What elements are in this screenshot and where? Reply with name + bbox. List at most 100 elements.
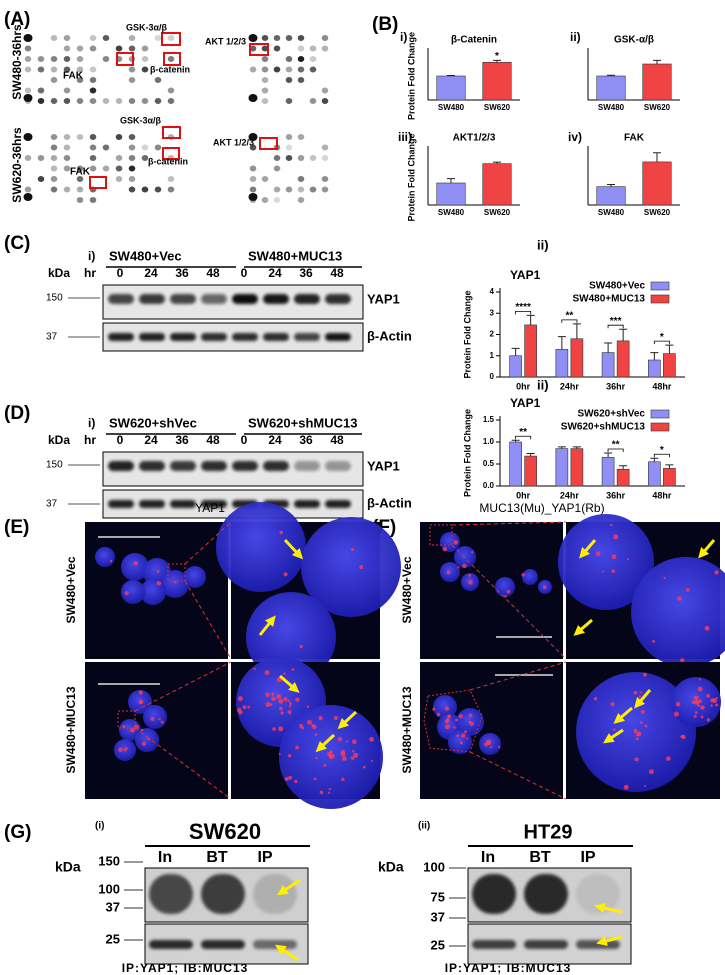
panel-title: YAP1 (195, 501, 225, 515)
array-spot (273, 186, 281, 193)
signal-dot (715, 696, 718, 699)
cell-line-label: SW620 (189, 819, 261, 844)
band (139, 333, 165, 341)
lane-label: BT (206, 849, 228, 866)
array-spot (115, 155, 123, 161)
array-spot (297, 186, 305, 193)
signal-dot (712, 698, 718, 703)
signal-dot (593, 697, 598, 701)
label: GSK-3α/β (126, 22, 168, 32)
signal-dot (242, 705, 247, 710)
signal-dot (150, 717, 155, 721)
legend-label: SW620+shMUC13 (561, 422, 646, 433)
array-spot (63, 45, 71, 52)
zoom-box (429, 524, 453, 546)
reference-spot (23, 34, 33, 42)
time-label: 24 (268, 266, 282, 280)
significance-label: * (660, 445, 664, 456)
array-spot (89, 134, 97, 140)
band-label: YAP1 (367, 458, 400, 473)
signal-dot (278, 753, 281, 756)
array-spot (309, 56, 317, 62)
error-bar (665, 344, 674, 354)
signal-dot (140, 728, 144, 732)
zoom-line (134, 661, 232, 800)
array-spot (89, 144, 97, 151)
legend-swatch (650, 281, 670, 291)
band (325, 461, 351, 471)
signal-dot (673, 711, 679, 717)
array-spot (76, 77, 84, 83)
row-label: SW620-36hrs (10, 127, 24, 203)
legend-swatch (650, 409, 670, 419)
signal-dot (633, 728, 638, 733)
array-spot (309, 45, 317, 52)
array-spot (154, 186, 162, 193)
array-spot (297, 56, 305, 62)
bar (524, 455, 537, 487)
cell-nucleus (454, 546, 476, 568)
array-spot (63, 66, 71, 73)
row-label: SW480+Vec (64, 556, 78, 623)
signal-dot (698, 678, 701, 681)
array-spot (24, 56, 32, 62)
array-spot (285, 35, 293, 41)
array-spot (63, 155, 71, 161)
legend-label: SW480+MUC13 (572, 294, 645, 305)
bar (509, 441, 522, 487)
subpanel-label: (ii) (418, 821, 430, 832)
bar (482, 62, 512, 101)
array-spot (50, 66, 58, 73)
bar (616, 468, 630, 487)
array-spot (115, 176, 123, 182)
array-spot (37, 176, 45, 182)
signal-dot (280, 701, 283, 704)
error-bar (604, 452, 613, 458)
signal-dot (700, 705, 705, 710)
time-label: 48 (206, 266, 220, 280)
band (294, 333, 320, 341)
array-spot (297, 197, 305, 203)
array-spot (24, 87, 32, 94)
signal-dot (640, 721, 643, 724)
array-spot (167, 35, 175, 41)
signal-dot (644, 724, 648, 728)
array-spot (76, 45, 84, 52)
signal-dot (436, 712, 441, 717)
signal-dot (283, 672, 286, 675)
array-spot (261, 77, 269, 83)
error-bar (447, 178, 455, 183)
signal-dot (265, 692, 270, 698)
subpanel-label: ii) (537, 377, 549, 392)
group-label: SW620+shVec (109, 415, 197, 430)
signal-dot (283, 572, 288, 577)
bar (524, 324, 537, 378)
y-tick-label: 0 (490, 372, 495, 381)
marker-label: 37 (431, 909, 445, 924)
bar (616, 340, 630, 378)
array-spot (249, 45, 257, 52)
band (149, 874, 193, 914)
error-bar (650, 352, 659, 360)
marker-label: 37 (106, 899, 120, 914)
signal-dot (700, 715, 704, 719)
array-spot (76, 134, 84, 140)
signal-dot (362, 765, 366, 769)
signal-dot (506, 589, 511, 594)
significance-bracket (515, 310, 532, 315)
signal-dot (109, 559, 113, 563)
signal-dot (314, 733, 318, 736)
signal-dot (469, 721, 474, 727)
legend-label: SW480+Vec (589, 281, 645, 292)
time-label: 36 (299, 266, 313, 280)
array-spot (128, 66, 136, 73)
signal-dot (359, 565, 364, 570)
label: β-catenin (148, 156, 188, 166)
band (263, 333, 289, 341)
bar (601, 352, 615, 378)
band (472, 940, 516, 949)
signal-dot (253, 667, 256, 671)
cell-nucleus (140, 579, 166, 605)
bar (596, 75, 626, 101)
error-bar (653, 59, 661, 64)
